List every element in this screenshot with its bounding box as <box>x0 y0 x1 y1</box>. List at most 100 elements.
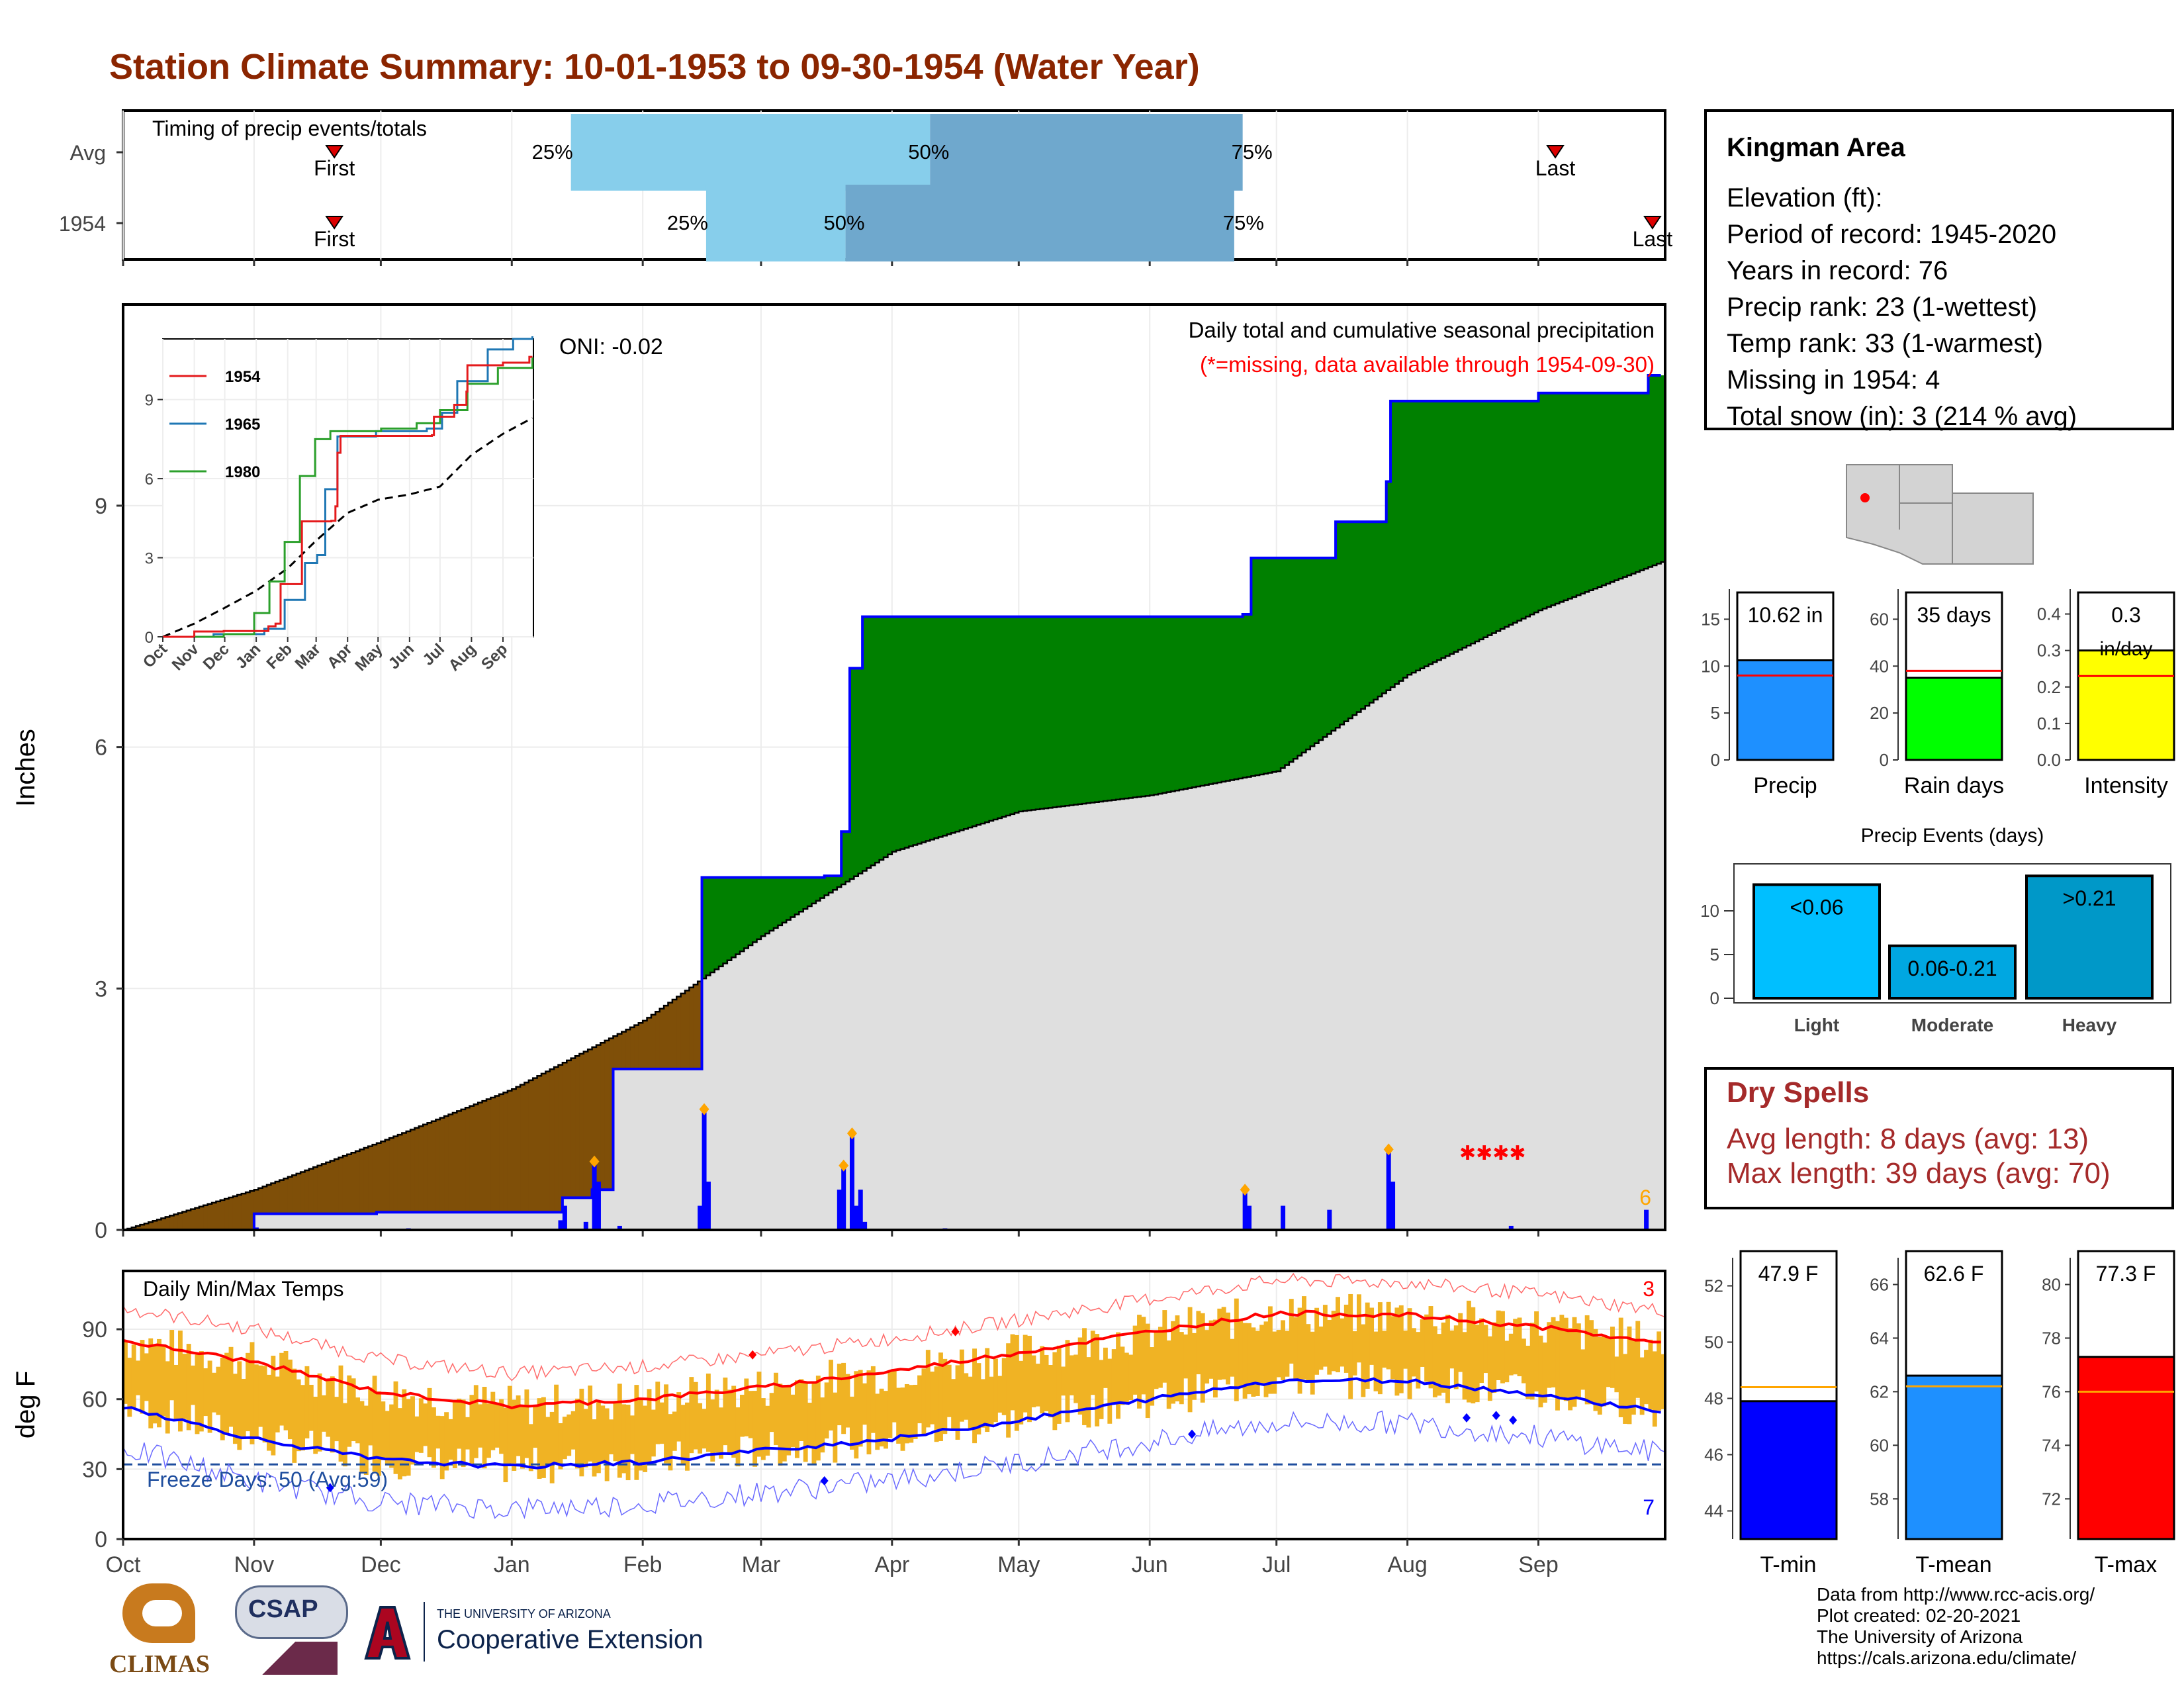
surplus-day <box>1061 616 1066 807</box>
temp-t-min-tick-label: 50 <box>1704 1333 1723 1352</box>
surplus-day <box>774 877 779 928</box>
surplus-day <box>1525 400 1531 617</box>
surplus-day <box>917 616 923 844</box>
surplus-day <box>765 877 770 934</box>
month-label-Dec: Dec <box>361 1552 400 1577</box>
month-label-Feb: Feb <box>623 1552 662 1577</box>
daily-temp-bar <box>1077 1337 1083 1415</box>
events-bar-label-heavy: >0.21 <box>2063 886 2116 910</box>
surplus-day <box>1466 400 1471 646</box>
summary-intensity-value-unit: in/day <box>2099 638 2152 660</box>
daily-temp-bar <box>811 1383 817 1465</box>
daily-temp-bar <box>1398 1305 1404 1393</box>
precip-events-chart: Precip Events (days) 0 5 10 <0.06 Light 0.06-0… <box>1700 825 2171 1035</box>
deficit-day <box>439 1117 445 1213</box>
credit-line-university: The University of Arizona <box>1817 1626 2023 1647</box>
daily-temp-bar <box>829 1360 833 1430</box>
daily-temp-bar <box>1048 1364 1053 1418</box>
dry-spells-max: Max length: 39 days (avg: 70) <box>1727 1157 2111 1190</box>
daily-temp-bar <box>1318 1326 1324 1370</box>
surplus-day <box>1648 375 1653 567</box>
daily-temp-bar <box>968 1376 973 1430</box>
daily-temp-bar <box>397 1408 402 1479</box>
surplus-day <box>1517 400 1522 621</box>
surplus-day <box>1606 393 1611 584</box>
daily-temp-bar <box>951 1379 956 1430</box>
surplus-day <box>1289 557 1294 762</box>
deficit-day <box>689 987 694 1069</box>
daily-temp-bar <box>1128 1354 1134 1401</box>
daily-temp-bar <box>512 1399 517 1471</box>
surplus-day <box>925 616 931 841</box>
daily-precip-bar <box>1247 1205 1252 1230</box>
deficit-day <box>465 1107 471 1213</box>
surplus-day <box>1453 400 1459 652</box>
surplus-day <box>1137 616 1142 797</box>
surplus-day <box>997 616 1003 818</box>
surplus-day <box>1116 616 1121 800</box>
daily-temp-bar <box>169 1330 175 1401</box>
surplus-day <box>829 876 834 893</box>
daily-temp-bar <box>1420 1319 1425 1367</box>
surplus-day <box>1635 393 1641 573</box>
daily-temp-bar <box>1272 1331 1277 1394</box>
temps-ytick-label-0: 0 <box>95 1527 107 1552</box>
surplus-day <box>964 616 969 829</box>
daily-temp-bar <box>317 1373 322 1452</box>
surplus-day <box>723 877 728 964</box>
daily-temp-bar <box>271 1356 276 1456</box>
summary-precip-tick-label: 5 <box>1711 703 1720 723</box>
daily-temp-bar <box>1200 1313 1205 1403</box>
surplus-day <box>1242 614 1248 778</box>
daily-temp-bar <box>1639 1357 1645 1415</box>
daily-temp-bar <box>980 1379 985 1428</box>
daily-temp-bar <box>1090 1331 1095 1395</box>
deficit-day <box>177 1213 183 1230</box>
inset-legend: 1954 1965 1980 <box>169 368 261 481</box>
daily-temp-bar <box>423 1403 428 1446</box>
daily-temp-bar <box>1657 1331 1662 1411</box>
daily-temp-bar <box>837 1364 842 1426</box>
surplus-day <box>1407 400 1412 675</box>
first-label-1: First <box>314 227 355 251</box>
daily-temp-bar <box>1230 1338 1235 1377</box>
heavy-day-marker <box>846 1127 857 1140</box>
daily-temp-bar <box>1044 1354 1049 1411</box>
surplus-day <box>887 616 893 855</box>
surplus-day <box>1103 616 1108 802</box>
summary-precip-tick-label: 0 <box>1711 750 1720 770</box>
deficit-day <box>469 1105 475 1213</box>
surplus-day <box>1445 400 1451 656</box>
deficit-day <box>359 1149 365 1214</box>
surplus-day <box>1538 393 1543 610</box>
deficit-day <box>609 1038 614 1190</box>
daily-temp-bar <box>1137 1315 1142 1409</box>
daily-temp-bar <box>824 1382 829 1439</box>
daily-temp-bar <box>1065 1340 1070 1423</box>
surplus-day <box>1048 616 1053 808</box>
deficit-day <box>267 1184 272 1214</box>
surplus-day <box>1095 616 1100 802</box>
deficit-day <box>182 1211 187 1230</box>
surplus-day <box>1086 616 1091 804</box>
daily-temp-bar <box>1175 1315 1180 1402</box>
daily-temp-bar <box>461 1399 466 1468</box>
inset-ytick-label-0: 0 <box>145 629 154 647</box>
daily-temp-bar <box>1428 1306 1433 1389</box>
surplus-day <box>1221 616 1226 782</box>
daily-temp-bar <box>997 1376 1003 1413</box>
deficit-day <box>435 1119 441 1213</box>
deficit-day <box>271 1183 276 1214</box>
daily-temp-bar <box>267 1374 271 1451</box>
daily-temp-bar <box>1103 1347 1108 1388</box>
surplus-day <box>875 616 880 863</box>
surplus-day <box>942 616 948 836</box>
daily-temp-bar <box>136 1360 141 1395</box>
daily-temp-bar <box>246 1352 251 1432</box>
daily-temp-bar <box>909 1385 914 1443</box>
surplus-day <box>1267 557 1273 773</box>
temp-t-mean-label: T-mean <box>1915 1552 1991 1577</box>
surplus-day <box>714 877 719 970</box>
daily-temp-bar <box>237 1361 242 1450</box>
station-line-elevation: Elevation (ft): <box>1727 183 1883 212</box>
